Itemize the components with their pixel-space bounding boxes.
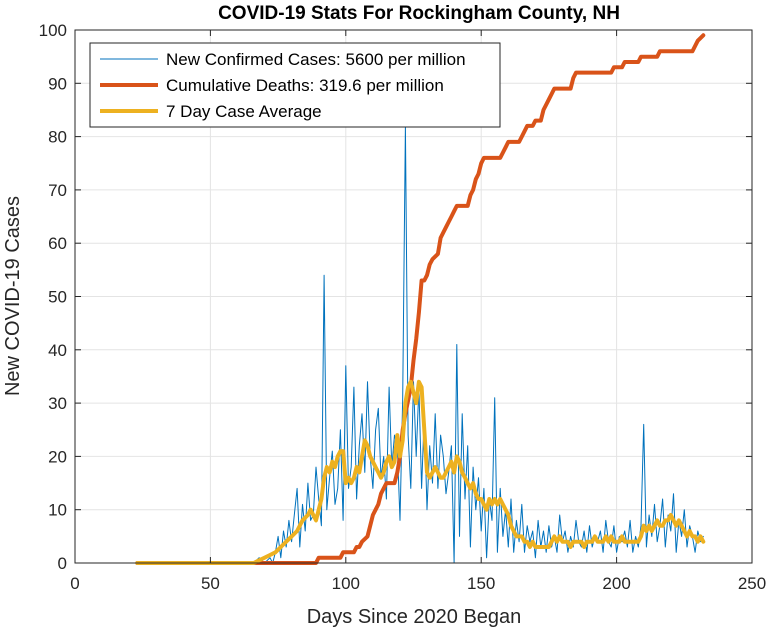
chart-title: COVID-19 Stats For Rockingham County, NH <box>218 3 620 24</box>
legend-label: New Confirmed Cases: 5600 per million <box>166 50 466 69</box>
x-tick-label: 200 <box>602 574 630 593</box>
legend-label: 7 Day Case Average <box>166 102 322 121</box>
series-line-2 <box>135 33 706 565</box>
series-group <box>135 33 706 565</box>
series-line-1 <box>136 125 704 564</box>
x-tick-label: 250 <box>738 574 766 593</box>
y-tick-label: 0 <box>58 554 67 573</box>
y-tick-label: 70 <box>48 181 67 200</box>
legend: New Confirmed Cases: 5600 per million Cum… <box>89 42 501 128</box>
x-tick-label: 50 <box>201 574 220 593</box>
x-axis-label: Days Since 2020 Began <box>307 606 522 628</box>
y-tick-label: 40 <box>48 341 67 360</box>
y-tick-label: 30 <box>48 394 67 413</box>
series-line-3 <box>135 379 706 565</box>
y-tick-label: 10 <box>48 501 67 520</box>
y-tick-label: 20 <box>48 447 67 466</box>
x-tick-label: 100 <box>332 574 360 593</box>
y-axis-label: New COVID-19 Cases <box>2 196 24 396</box>
y-tick-label: 80 <box>48 128 67 147</box>
y-tick-label: 100 <box>39 21 67 40</box>
x-tick-label: 0 <box>70 574 79 593</box>
legend-box <box>89 42 501 128</box>
y-tick-label: 50 <box>48 288 67 307</box>
axis-ticks: 0 50 100 150 200 250 0 10 20 30 40 50 60 70 80 90 100 <box>39 21 767 593</box>
x-tick-label: 150 <box>467 574 495 593</box>
legend-label: Cumulative Deaths: 319.6 per million <box>166 76 444 95</box>
y-tick-label: 60 <box>48 234 67 253</box>
y-tick-label: 90 <box>48 74 67 93</box>
